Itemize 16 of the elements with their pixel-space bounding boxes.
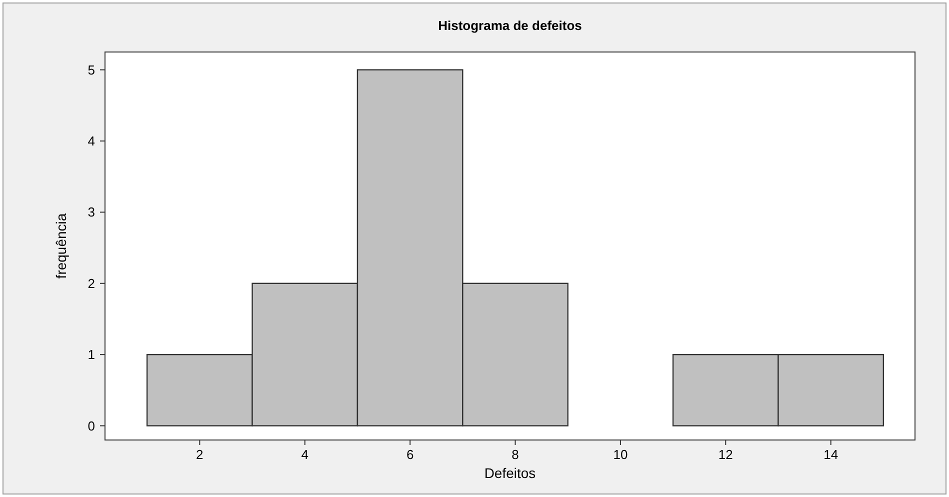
x-axis-title: Defeitos bbox=[484, 465, 536, 481]
x-tick-label: 6 bbox=[406, 447, 414, 462]
y-axis-title: frequência bbox=[53, 213, 69, 279]
x-tick-label: 2 bbox=[196, 447, 204, 462]
x-tick-label: 10 bbox=[613, 447, 628, 462]
y-tick-label: 5 bbox=[88, 62, 95, 78]
x-tick-label: 12 bbox=[718, 447, 733, 462]
y-tick-label: 1 bbox=[88, 347, 95, 362]
y-tick-label: 3 bbox=[88, 204, 95, 220]
x-tick-label: 4 bbox=[301, 447, 308, 462]
y-tick-label: 0 bbox=[88, 418, 95, 434]
x-tick-label: 14 bbox=[824, 447, 838, 462]
x-tick-label: 8 bbox=[512, 447, 519, 462]
y-tick-label: 2 bbox=[88, 276, 95, 291]
y-tick-label: 4 bbox=[88, 133, 95, 148]
chart-title: Histograma de defeitos bbox=[438, 18, 582, 33]
